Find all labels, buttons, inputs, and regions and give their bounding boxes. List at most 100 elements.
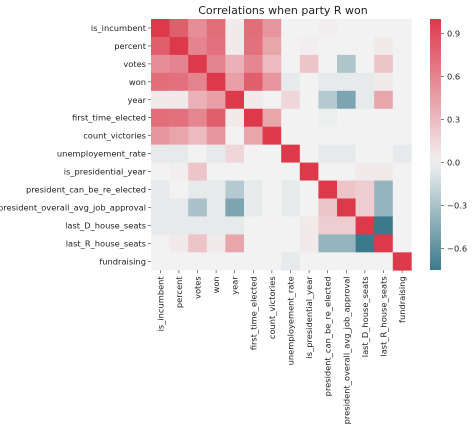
heatmap-cell: [151, 144, 170, 163]
heatmap-cell: [225, 126, 245, 145]
column-label: fundraising: [397, 276, 407, 323]
heatmap-cell: [151, 234, 170, 253]
heatmap-cell: [337, 90, 356, 110]
row-label: percent: [114, 41, 147, 51]
heatmap-cell: [225, 198, 245, 217]
heatmap-cell: [188, 252, 208, 271]
heatmap-cell: [206, 90, 226, 110]
heatmap-cell: [355, 72, 375, 92]
heatmap-cell: [244, 72, 263, 92]
column-label: percent: [174, 276, 184, 309]
heatmap-cell: [337, 252, 356, 271]
heatmap-cell: [244, 162, 263, 181]
heatmap-cell: [225, 36, 245, 56]
heatmap-cell: [262, 234, 282, 253]
heatmap-cell: [299, 234, 319, 253]
column-label: unemployement_rate: [286, 276, 296, 365]
heatmap-cell: [337, 126, 356, 145]
heatmap-cell: [355, 180, 375, 199]
heatmap-cell: [225, 144, 245, 163]
heatmap-cell: [151, 108, 170, 127]
heatmap-cell: [374, 144, 394, 163]
heatmap-cell: [225, 108, 245, 127]
colorbar-tick-label: −0.6: [447, 243, 467, 253]
heatmap-cell: [188, 216, 208, 235]
heatmap-cell: [374, 19, 394, 38]
row-label: won: [129, 77, 146, 87]
heatmap-cell: [151, 180, 170, 199]
heatmap-cell: [169, 108, 189, 127]
heatmap-cell: [281, 180, 301, 199]
heatmap-cell: [281, 162, 301, 181]
heatmap-cell: [299, 252, 319, 271]
column-label: votes: [193, 276, 203, 299]
heatmap-cell: [299, 144, 319, 163]
heatmap-cell: [337, 216, 356, 235]
row-label: last_R_house_seats: [66, 238, 146, 248]
heatmap-cell: [262, 162, 282, 181]
heatmap-cell: [299, 54, 319, 74]
heatmap-cell: [244, 144, 263, 163]
heatmap-cell: [374, 180, 394, 199]
heatmap-cell: [244, 90, 263, 110]
heatmap-cell: [244, 216, 263, 235]
heatmap-cell: [225, 72, 245, 92]
heatmap-cell: [355, 234, 375, 253]
column-label: is_presidential_year: [304, 276, 314, 359]
heatmap-cell: [262, 198, 282, 217]
heatmap-cell: [392, 19, 412, 38]
heatmap-cell: [262, 216, 282, 235]
heatmap-cell: [169, 180, 189, 199]
heatmap-cell: [281, 252, 301, 271]
row-label: fundraising: [99, 256, 146, 266]
colorbar-tick-label: −0.3: [447, 200, 467, 210]
heatmap-cell: [281, 72, 301, 92]
heatmap-cell: [225, 162, 245, 181]
heatmap-cell: [355, 198, 375, 217]
heatmap-cell: [169, 252, 189, 271]
heatmap-cell: [392, 252, 412, 271]
heatmap-cell: [318, 72, 338, 92]
colorbar: [430, 19, 441, 270]
heatmap-cell: [262, 90, 282, 110]
heatmap-cell: [244, 108, 263, 127]
heatmap-cell: [392, 54, 412, 74]
column-label: last_D_house_seats: [360, 276, 370, 357]
heatmap-cell: [262, 36, 282, 56]
heatmap-cell: [355, 36, 375, 56]
row-label: is_incumbent: [91, 23, 147, 33]
heatmap-cell: [355, 54, 375, 74]
heatmap-cell: [206, 216, 226, 235]
heatmap-cell: [244, 126, 263, 145]
column-label: won: [211, 276, 221, 293]
heatmap-cell: [318, 180, 338, 199]
colorbar-tick-label: 0.3: [447, 114, 460, 124]
heatmap-cell: [281, 19, 301, 38]
heatmap-cell: [225, 90, 245, 110]
heatmap-cell: [169, 90, 189, 110]
heatmap-cell: [374, 90, 394, 110]
heatmap-cell: [299, 36, 319, 56]
heatmap-cell: [299, 180, 319, 199]
heatmap-cell: [169, 54, 189, 74]
heatmap-cell: [318, 216, 338, 235]
heatmap-cell: [169, 36, 189, 56]
row-label: unemployement_rate: [57, 149, 146, 159]
heatmap-cell: [151, 126, 170, 145]
row-label: votes: [123, 59, 146, 69]
heatmap-cell: [188, 180, 208, 199]
heatmap-cell: [206, 54, 226, 74]
column-label: year: [230, 276, 240, 295]
column-label: president_can_be_re_elected: [323, 276, 333, 396]
heatmap-cell: [392, 216, 412, 235]
heatmap-cell: [318, 162, 338, 181]
row-label: last_D_house_seats: [65, 220, 146, 230]
heatmap-cell: [318, 36, 338, 56]
heatmap-cell: [337, 180, 356, 199]
heatmap-cell: [206, 126, 226, 145]
heatmap-cell: [188, 90, 208, 110]
heatmap-cell: [374, 108, 394, 127]
heatmap-cell: [281, 198, 301, 217]
heatmap-cell: [188, 126, 208, 145]
